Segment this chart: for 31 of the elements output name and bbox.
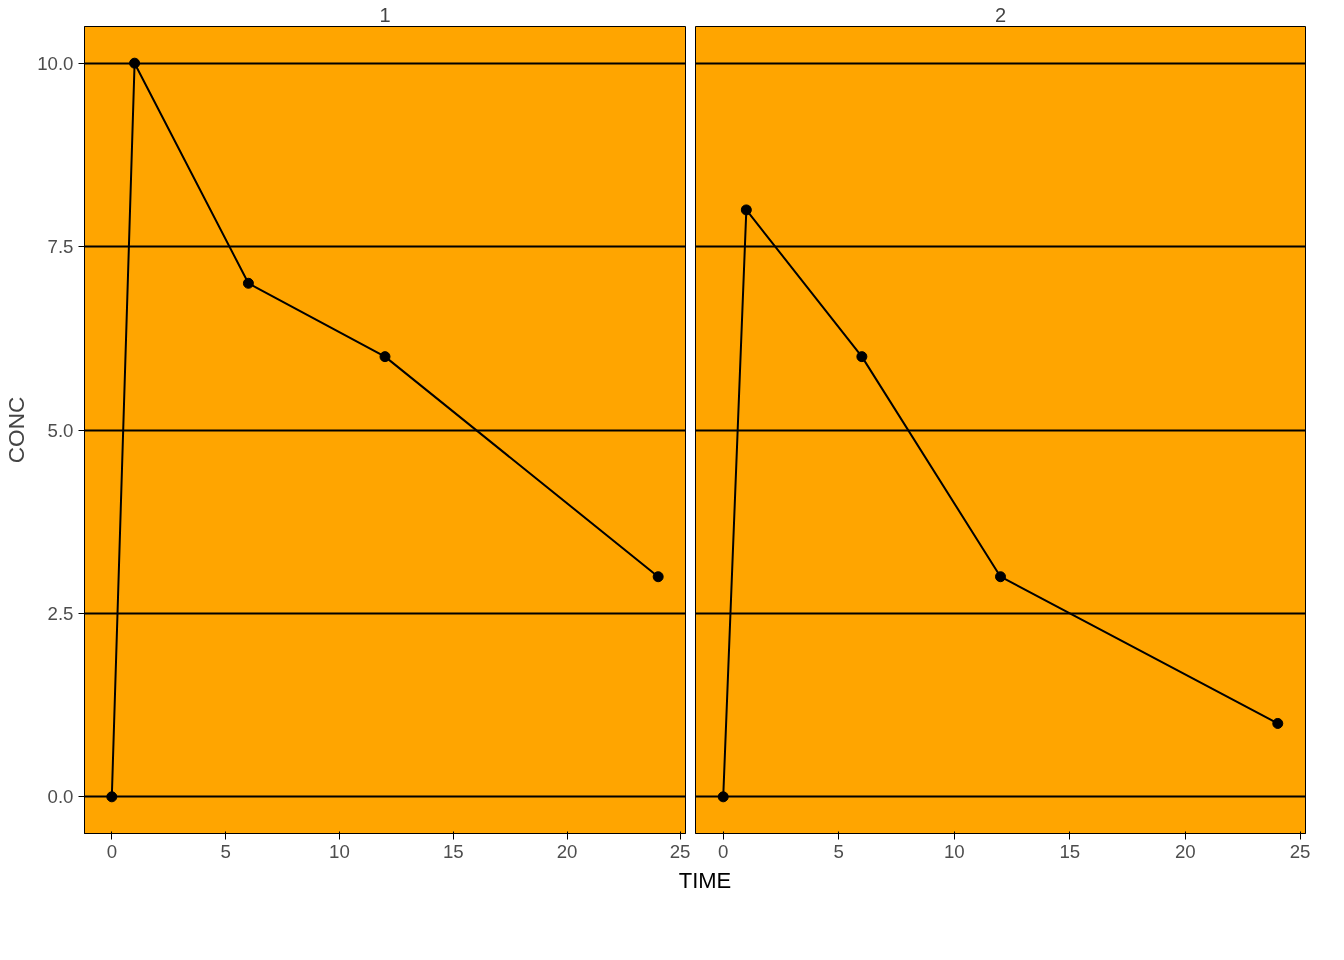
y-tick-label: 7.5 (47, 236, 74, 258)
x-tick-label: 25 (1289, 840, 1311, 862)
point (129, 57, 141, 69)
point (379, 351, 391, 363)
x-tick-label: 15 (1059, 840, 1081, 862)
point (106, 791, 118, 803)
chart-title: 1 (379, 3, 391, 26)
y-tick-label: 0.0 (47, 786, 74, 808)
point (740, 204, 752, 216)
x-tick-label: 25 (669, 840, 691, 862)
y-tick-label: 5.0 (47, 419, 74, 441)
chart-title: 2 (994, 3, 1007, 26)
x-tick-label: 5 (833, 840, 844, 862)
y-tick-label: 10.0 (37, 52, 74, 74)
x-tick-label: 10 (943, 840, 965, 862)
point (995, 571, 1006, 583)
point (652, 571, 664, 583)
x-axis-title: TIME (678, 867, 732, 895)
x-tick-label: 20 (1174, 840, 1196, 862)
point (1272, 717, 1284, 729)
x-tick-label: 20 (556, 840, 578, 862)
x-tick-label: 0 (718, 840, 729, 862)
x-tick-label: 0 (106, 840, 118, 862)
y-axis-title: CONC (3, 396, 30, 464)
x-tick-label: 10 (329, 840, 350, 862)
x-tick-label: 15 (442, 840, 464, 862)
point (242, 277, 254, 289)
x-tick-label: 5 (220, 840, 231, 862)
point (856, 351, 868, 363)
y-tick-label: 2.5 (47, 602, 74, 624)
point (717, 791, 729, 803)
